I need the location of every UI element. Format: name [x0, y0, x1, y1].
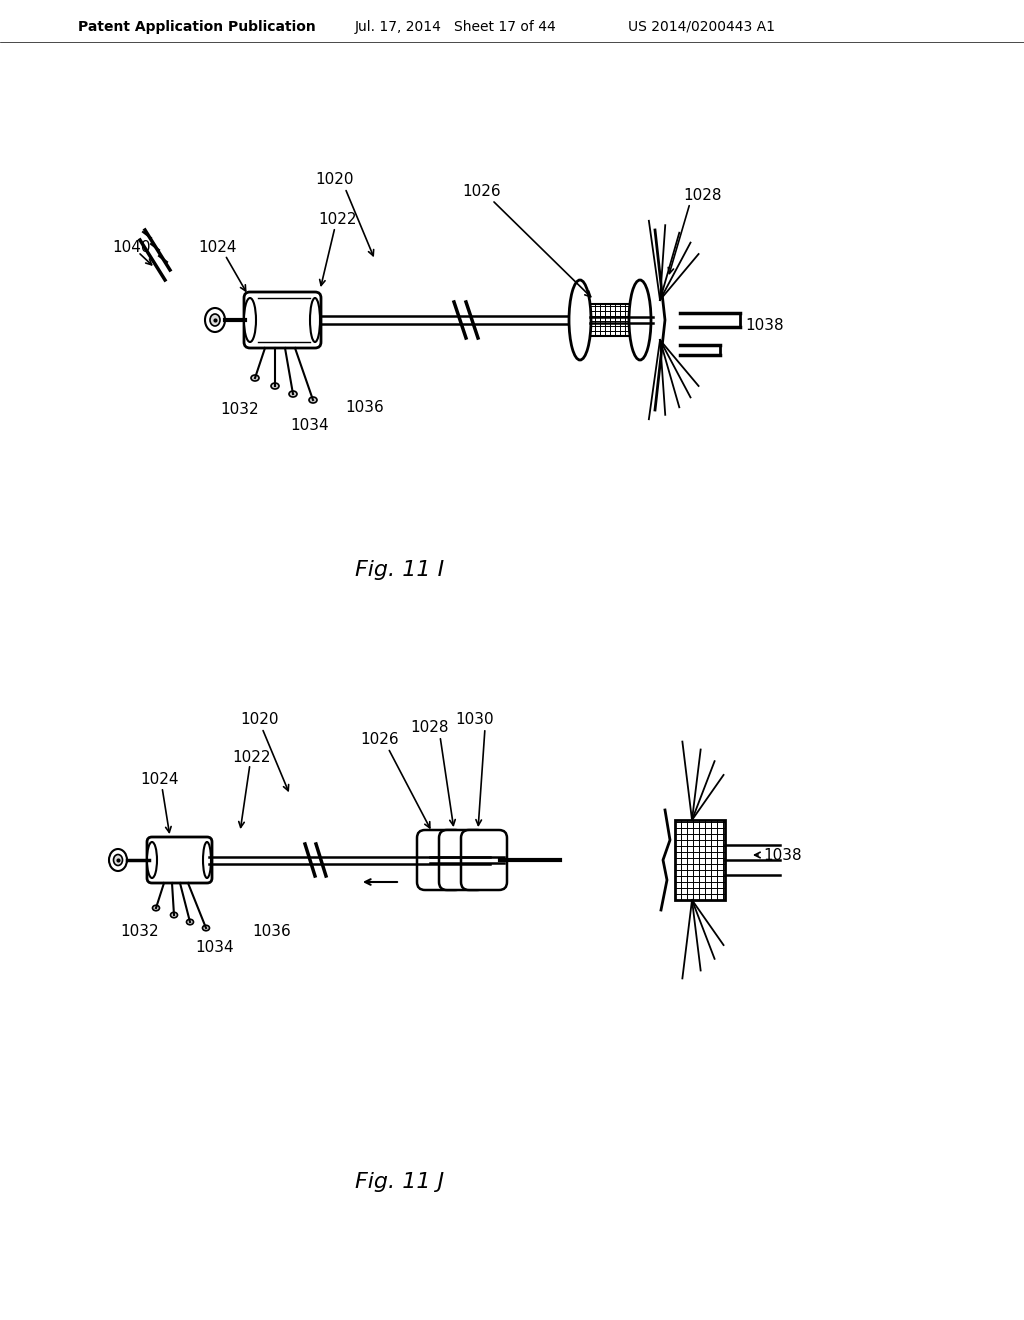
Text: Patent Application Publication: Patent Application Publication [78, 20, 315, 34]
Text: 1034: 1034 [290, 417, 329, 433]
Text: 1026: 1026 [462, 185, 501, 199]
Ellipse shape [205, 308, 225, 333]
Text: 1040: 1040 [112, 240, 151, 256]
Text: 1034: 1034 [195, 940, 233, 956]
Ellipse shape [310, 298, 319, 342]
Ellipse shape [210, 314, 220, 326]
FancyBboxPatch shape [461, 830, 507, 890]
Text: 1024: 1024 [140, 772, 178, 788]
Text: US 2014/0200443 A1: US 2014/0200443 A1 [628, 20, 775, 34]
Text: 1028: 1028 [683, 187, 722, 202]
Ellipse shape [271, 383, 279, 389]
Ellipse shape [203, 842, 211, 878]
Text: 1032: 1032 [120, 924, 159, 940]
Ellipse shape [147, 842, 157, 878]
Text: 1022: 1022 [232, 750, 270, 764]
Text: 1020: 1020 [240, 713, 279, 727]
Text: 1032: 1032 [220, 403, 259, 417]
Ellipse shape [309, 397, 317, 403]
Text: Jul. 17, 2014   Sheet 17 of 44: Jul. 17, 2014 Sheet 17 of 44 [355, 20, 557, 34]
Text: 1024: 1024 [198, 240, 237, 256]
Ellipse shape [171, 912, 177, 917]
Text: Fig. 11 I: Fig. 11 I [355, 560, 444, 579]
Bar [585, 304, 635, 337]
Ellipse shape [153, 906, 160, 911]
Ellipse shape [244, 298, 256, 342]
Text: 1036: 1036 [252, 924, 291, 940]
Text: 1028: 1028 [410, 721, 449, 735]
Ellipse shape [251, 375, 259, 381]
Ellipse shape [569, 280, 591, 360]
Text: 1022: 1022 [318, 213, 356, 227]
FancyBboxPatch shape [439, 830, 485, 890]
Text: 1038: 1038 [763, 847, 802, 862]
Text: 1036: 1036 [345, 400, 384, 416]
Bar [675, 820, 725, 900]
Text: 1038: 1038 [745, 318, 783, 333]
Text: 1026: 1026 [360, 733, 398, 747]
Ellipse shape [289, 391, 297, 397]
Text: 1020: 1020 [315, 173, 353, 187]
Text: 1030: 1030 [455, 713, 494, 727]
Ellipse shape [203, 925, 210, 931]
Ellipse shape [109, 849, 127, 871]
Text: Fig. 11 J: Fig. 11 J [355, 1172, 444, 1192]
FancyBboxPatch shape [244, 292, 321, 348]
Ellipse shape [114, 854, 123, 866]
Ellipse shape [186, 919, 194, 925]
FancyBboxPatch shape [147, 837, 212, 883]
Ellipse shape [629, 280, 651, 360]
FancyBboxPatch shape [417, 830, 463, 890]
